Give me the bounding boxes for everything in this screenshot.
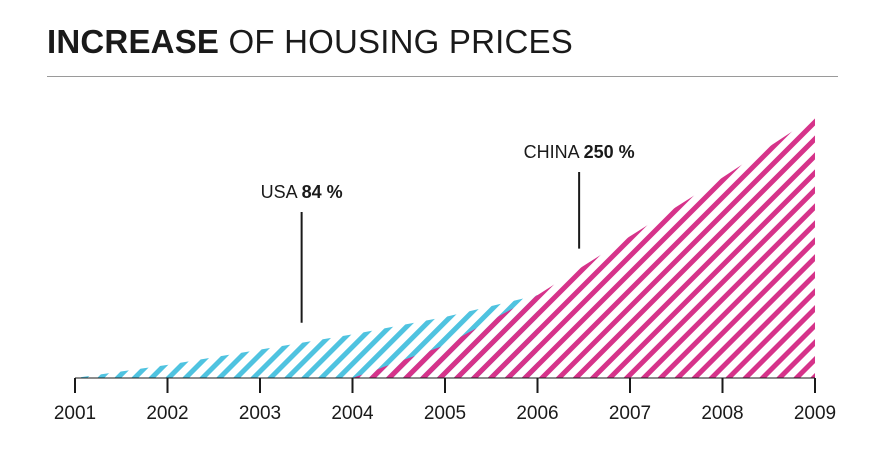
usa-annotation-value: 84 % xyxy=(302,182,343,202)
usa-annotation-label: USA 84 % xyxy=(261,182,343,202)
x-tick-label-2007: 2007 xyxy=(609,403,651,424)
x-tick-label-2001: 2001 xyxy=(54,403,96,424)
x-tick-label-2005: 2005 xyxy=(424,403,466,424)
china-annotation-name: CHINA xyxy=(524,142,584,162)
x-tick-label-2009: 2009 xyxy=(794,403,836,424)
x-tick-label-2008: 2008 xyxy=(701,403,743,424)
china-annotation-value: 250 % xyxy=(584,142,635,162)
title-rest: OF HOUSING PRICES xyxy=(219,23,573,60)
china-area xyxy=(352,116,815,379)
title-bold: INCREASE xyxy=(47,23,220,60)
china-annotation-label: CHINA 250 % xyxy=(524,142,635,162)
x-tick-label-2004: 2004 xyxy=(331,403,374,424)
x-tick-label-2002: 2002 xyxy=(146,403,188,424)
x-tick-label-2003: 2003 xyxy=(239,403,281,424)
x-tick-label-2006: 2006 xyxy=(516,403,558,424)
title-divider xyxy=(47,76,838,77)
chart-title: INCREASE OF HOUSING PRICES xyxy=(47,22,573,62)
usa-annotation-name: USA xyxy=(261,182,302,202)
